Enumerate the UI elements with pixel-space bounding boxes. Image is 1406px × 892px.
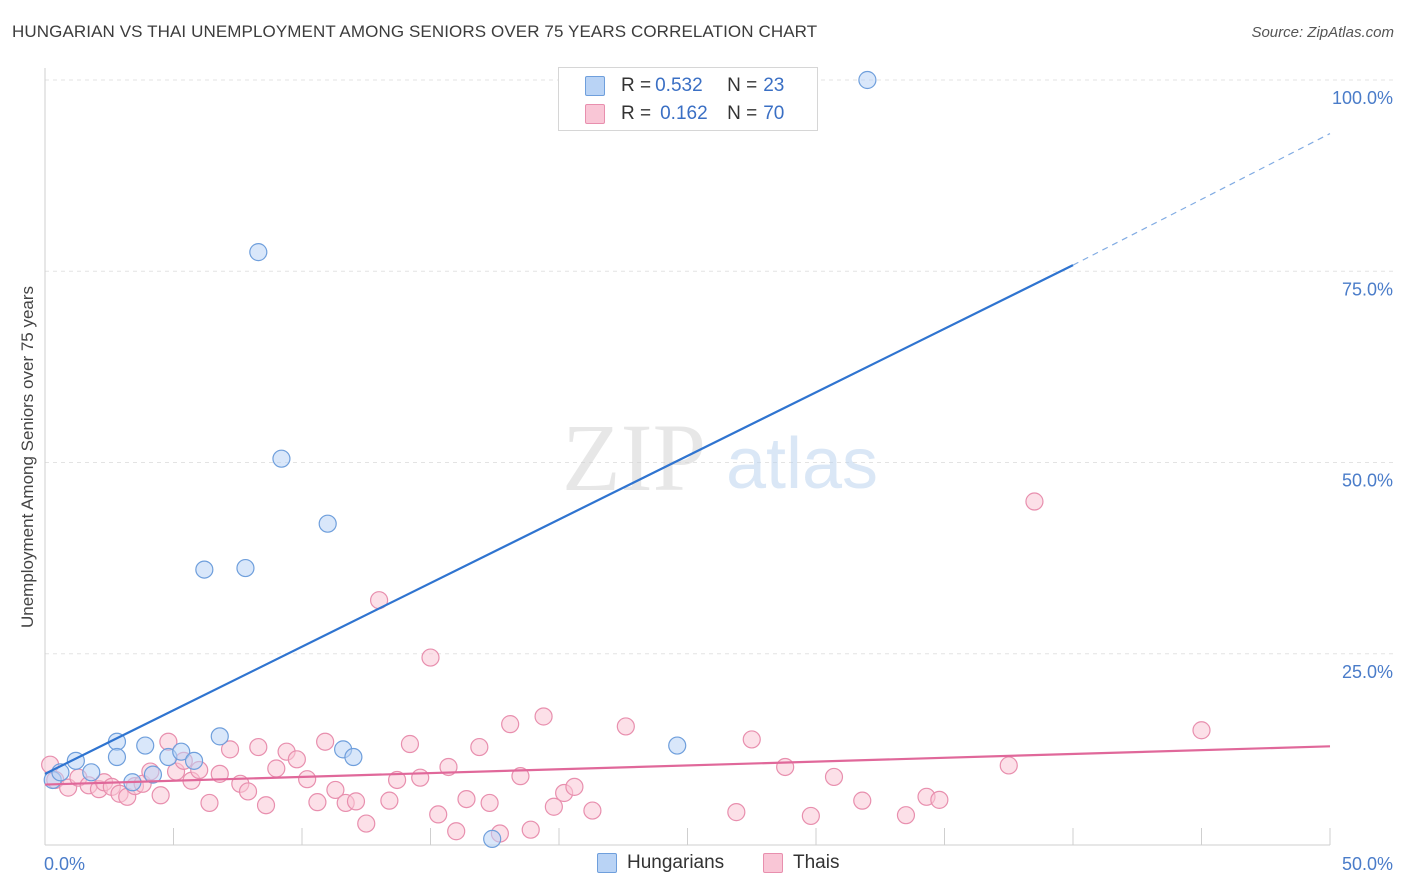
thai-point (896, 806, 916, 825)
axis-layer (44, 68, 1331, 846)
source-label: Source: ZipAtlas.com (1251, 24, 1394, 41)
hungarian-point (82, 763, 101, 782)
x-tick-label: 0.0% (44, 854, 85, 874)
hungarian-point (143, 765, 163, 784)
legend-swatch-thais (585, 104, 605, 124)
legend-item-hungarians[interactable]: Hungarians (597, 852, 724, 874)
thai-point (429, 805, 448, 824)
hungarian-trend-line (44, 264, 1074, 775)
legend-n-label: N = (727, 103, 758, 124)
y-axis-title: Unemployment Among Seniors over 75 years (18, 286, 37, 628)
thai-point (470, 737, 489, 757)
label-layer: 100.0% 75.0% 50.0% 25.0% 0.0% 50.0% Unemployme… (18, 88, 1393, 874)
thai-point (999, 756, 1018, 775)
thai-point (616, 717, 635, 736)
thai-point (447, 822, 466, 841)
hungarian-point (272, 449, 291, 468)
thai-point (238, 782, 258, 801)
hungarian-point (172, 742, 191, 761)
hungarian-point (236, 558, 255, 578)
hungarian-point (318, 514, 337, 533)
thai-point (298, 770, 317, 789)
thai-point (930, 790, 949, 809)
thai-point (421, 648, 440, 667)
hungarian-point (210, 727, 229, 746)
thai-point (583, 801, 602, 820)
thai-point (439, 757, 458, 777)
hungarian-trend-extension (1072, 133, 1331, 266)
thai-point (151, 786, 170, 805)
legend-swatch-thais (763, 853, 783, 873)
thai-trend-line (44, 745, 1331, 786)
thai-point (742, 730, 761, 749)
thai-point (853, 791, 872, 810)
hungarian-point (195, 560, 214, 579)
thai-point (220, 740, 240, 759)
thai-point (824, 767, 844, 787)
legend-r-label: R = (621, 103, 652, 124)
thai-point (380, 791, 399, 810)
thai-point (387, 770, 407, 790)
y-tick-label: 75.0% (1342, 279, 1393, 299)
thai-point (776, 757, 795, 777)
legend-r-label: R = (621, 75, 652, 96)
thai-point (316, 732, 335, 751)
thai-point (480, 793, 499, 813)
legend-r-value: 0.532 (655, 75, 703, 96)
legend-swatch-hungarians (597, 853, 617, 873)
thai-point (308, 793, 327, 812)
hungarian-point (249, 243, 268, 262)
legend-item-thais[interactable]: Thais (763, 852, 839, 874)
legend-n-label: N = (727, 75, 758, 96)
thai-point (326, 780, 345, 800)
thai-point (287, 750, 306, 769)
legend-row-hungarians: R = 0.532 N = 23 (585, 71, 785, 101)
thai-point (346, 792, 366, 811)
thai-point (400, 734, 420, 754)
trend-layer (44, 133, 1331, 786)
watermark-atlas: atlas (726, 424, 878, 504)
hungarian-point (668, 736, 687, 755)
thai-point (521, 820, 540, 839)
legend-label-hungarians: Hungarians (627, 852, 725, 873)
hungarian-point (184, 751, 204, 770)
x-tick-label: 50.0% (1342, 854, 1393, 874)
hungarian-point (107, 747, 127, 767)
hungarian-point (858, 70, 877, 90)
series-legend: Hungarians Thais (0, 852, 1406, 878)
thai-point (511, 767, 530, 786)
thai-point (565, 777, 584, 796)
thai-point (210, 764, 229, 783)
legend-label-thais: Thais (793, 852, 840, 873)
thai-point (727, 803, 746, 822)
legend-r-value: 0.162 (660, 103, 708, 124)
thai-point (411, 768, 430, 787)
y-tick-label: 25.0% (1342, 662, 1393, 682)
correlation-legend: R = 0.532 N = 23 R = 0.162 N = 70 (558, 67, 818, 131)
thai-point (256, 796, 276, 815)
thai-point (357, 814, 376, 833)
thai-point (801, 806, 820, 826)
hungarian-point (483, 829, 502, 848)
y-tick-label: 50.0% (1342, 471, 1393, 491)
thai-point (1025, 492, 1044, 511)
y-tick-label: 100.0% (1332, 88, 1393, 108)
thai-point (534, 707, 553, 726)
thai-point (249, 737, 268, 757)
thai-point (200, 793, 219, 813)
chart-title: HUNGARIAN VS THAI UNEMPLOYMENT AMONG SEN… (12, 22, 818, 41)
hungarian-point (136, 736, 155, 755)
thai-point (501, 715, 520, 734)
legend-n-value: 23 (763, 75, 785, 96)
legend-row-thais: R = 0.162 N = 70 (585, 99, 785, 129)
thai-point (1192, 721, 1211, 740)
hungarian-point (344, 747, 363, 767)
thai-point (544, 797, 563, 816)
legend-swatch-hungarians (585, 76, 605, 96)
thai-point (267, 759, 286, 778)
thai-point (457, 789, 476, 809)
legend-n-value: 70 (763, 103, 785, 124)
